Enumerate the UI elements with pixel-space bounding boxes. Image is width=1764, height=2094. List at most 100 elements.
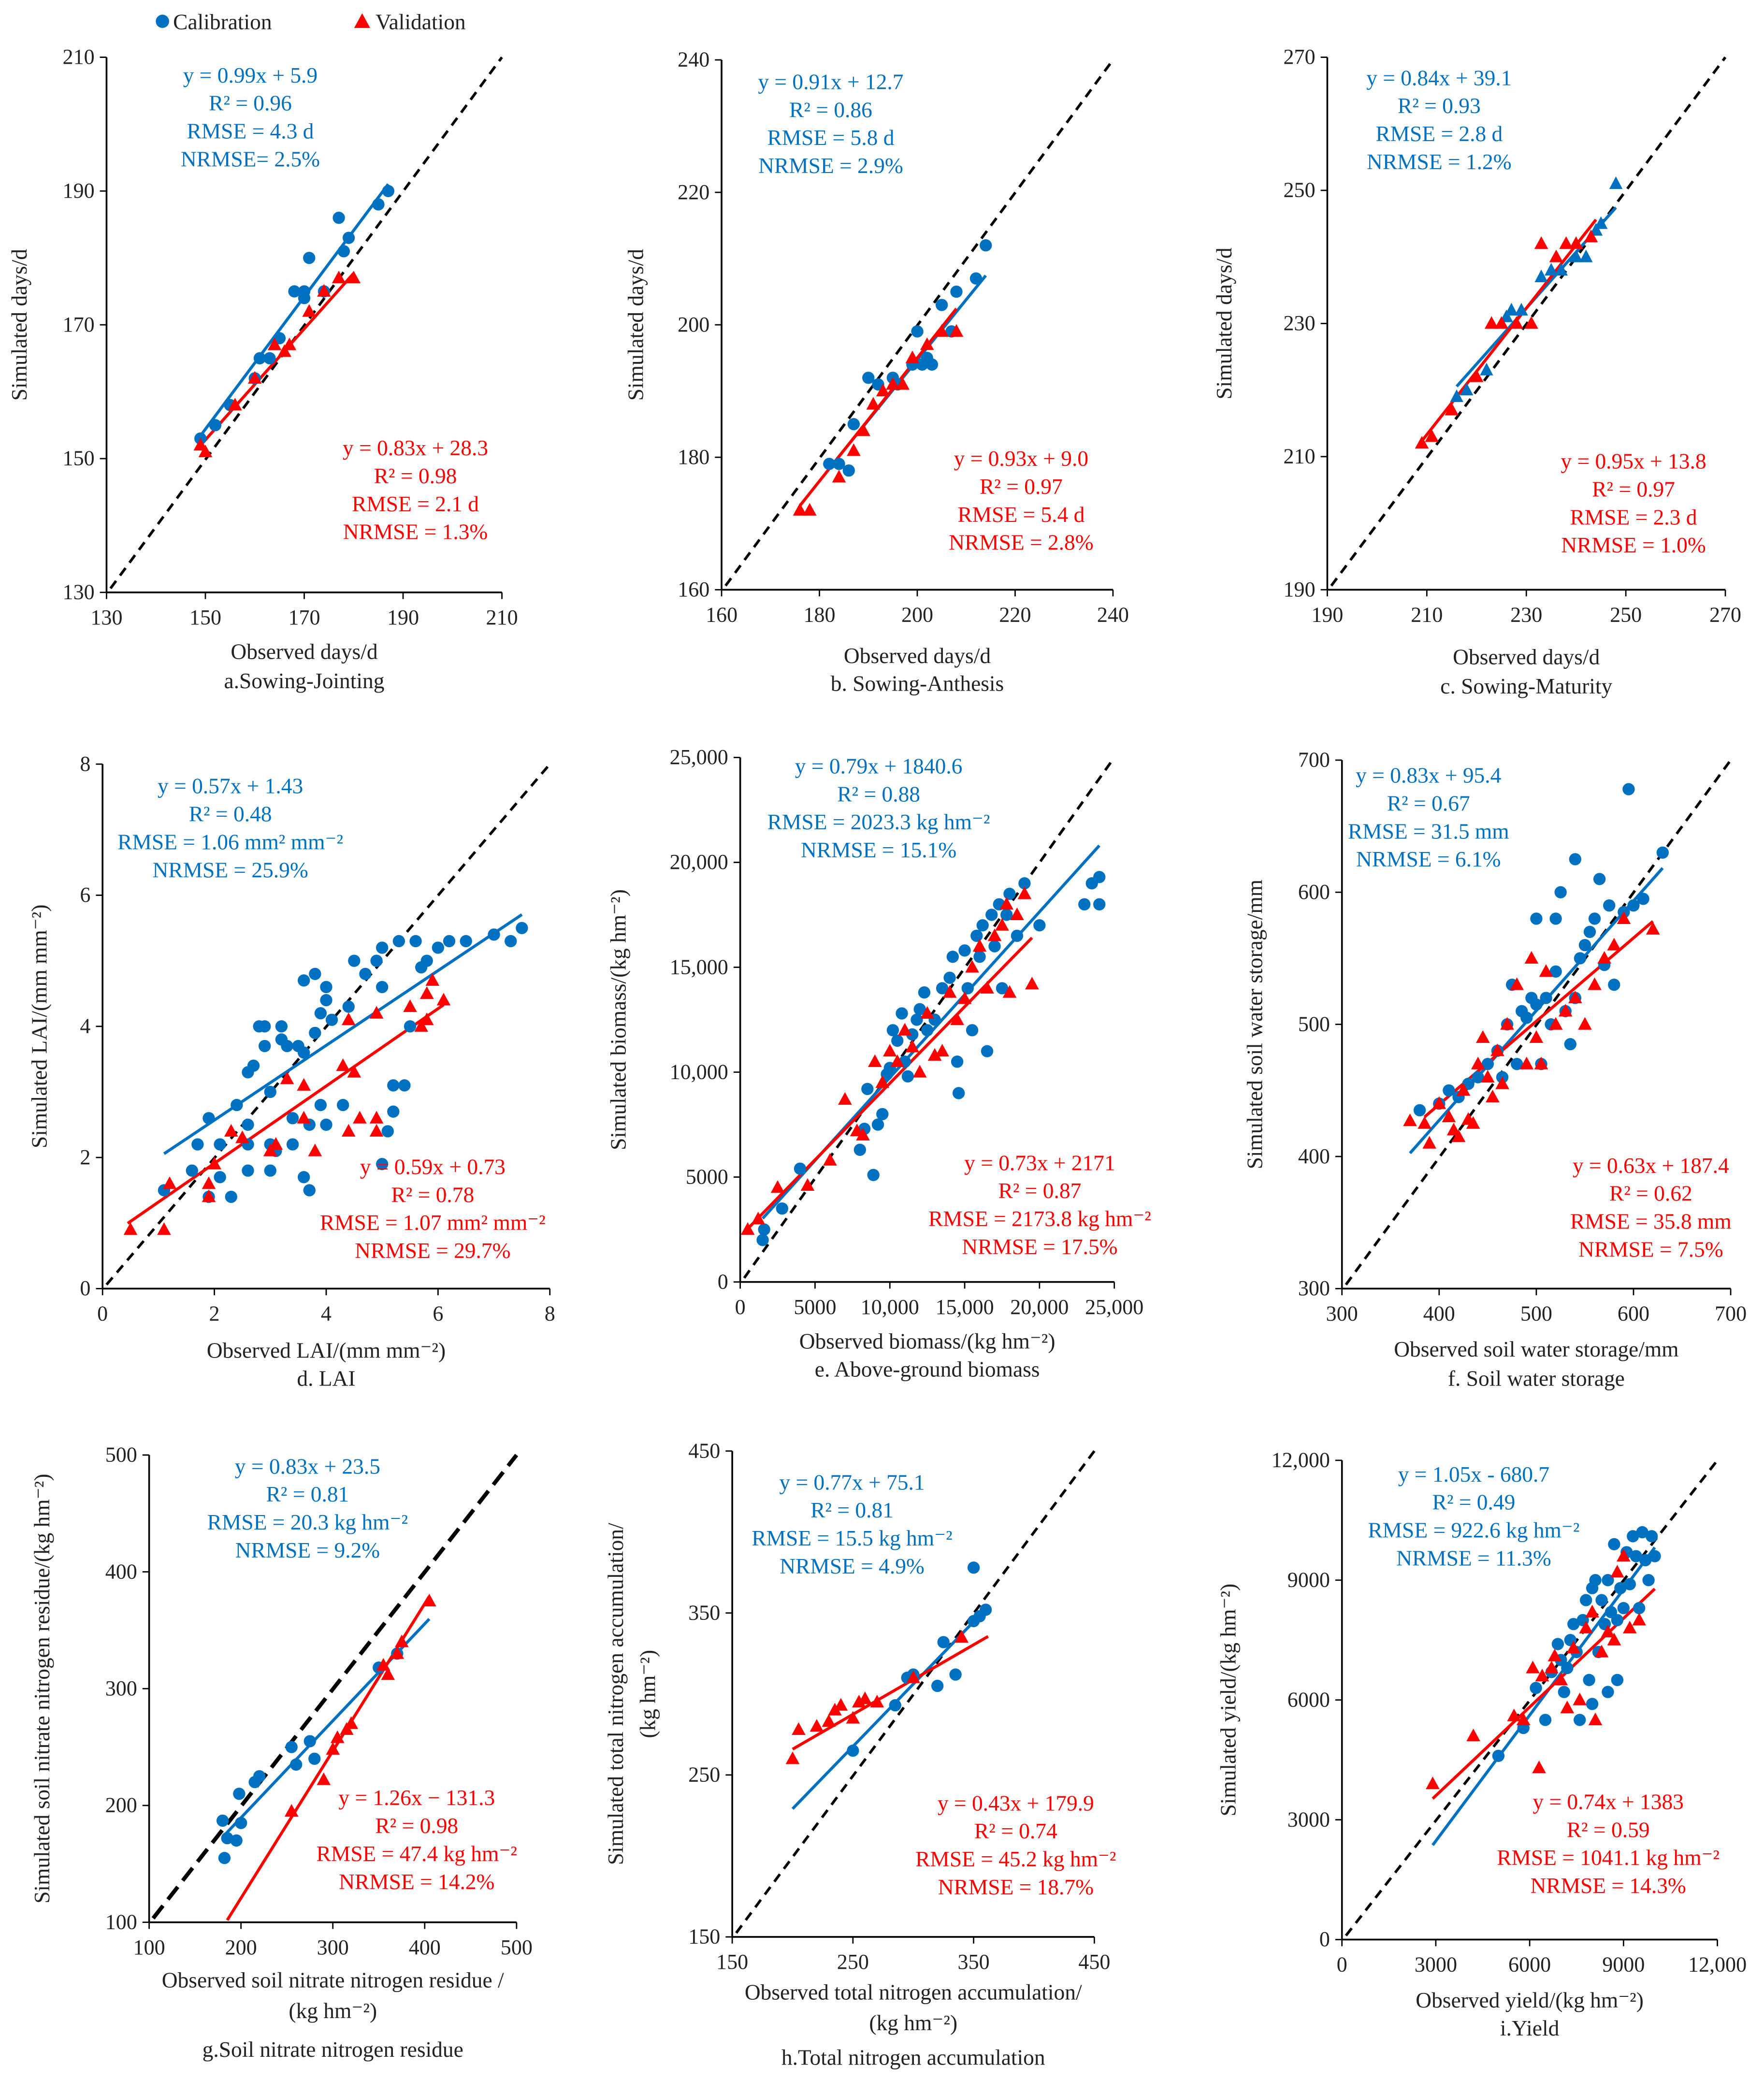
calibration-point	[891, 1034, 904, 1047]
calibration-point	[853, 1143, 866, 1156]
calibration-point	[409, 935, 422, 948]
calibration-point	[309, 968, 321, 980]
x-tick-label: 6000	[1508, 1953, 1551, 1977]
calibration-point	[1567, 1617, 1580, 1631]
validation-point	[882, 1043, 897, 1057]
calibration-point	[1450, 389, 1463, 402]
validation-point	[1451, 1129, 1466, 1142]
calibration-stat: RMSE = 20.3 kg hm⁻²	[207, 1510, 408, 1534]
calibration-point	[259, 1020, 271, 1033]
validation-point	[846, 1711, 860, 1724]
validation-point	[1516, 1712, 1531, 1725]
validation-fit-line	[199, 272, 355, 447]
validation-point	[347, 271, 361, 284]
validation-point	[972, 939, 987, 952]
calibration-point	[1574, 1714, 1586, 1726]
calibration-stat: NRMSE = 2.9%	[758, 153, 903, 178]
calibration-point	[1608, 1538, 1620, 1551]
y-tick-label: 700	[1298, 748, 1330, 772]
calibration-point	[290, 1758, 303, 1771]
validation-point	[876, 384, 890, 397]
validation-point	[277, 344, 291, 357]
y-tick-label: 20,000	[670, 850, 728, 874]
x-tick-label: 10,000	[861, 1295, 919, 1319]
calibration-point	[969, 272, 983, 285]
calibration-point	[911, 1013, 923, 1026]
calibration-point	[1648, 1550, 1661, 1562]
calibration-point	[1554, 886, 1567, 898]
calibration-point	[303, 1184, 316, 1197]
validation-point	[394, 1634, 409, 1647]
x-tick-label: 200	[225, 1935, 257, 1959]
calibration-point	[1588, 912, 1601, 925]
validation-point	[1524, 316, 1538, 329]
panel-h: 150 250 350 450 150 250 350 450 y = 0.77x + 75.1…	[603, 1439, 1116, 2069]
validation-point	[1403, 1113, 1417, 1126]
x-tick-label: 250	[837, 1950, 869, 1974]
validation-point	[1469, 369, 1484, 382]
validation-point	[770, 1180, 785, 1193]
y-tick-label: 200	[105, 1793, 137, 1817]
calibration-point	[988, 940, 1001, 953]
validation-point	[1484, 316, 1499, 329]
validation-stat: R² = 0.98	[375, 1813, 458, 1838]
calibration-point	[996, 982, 1009, 995]
x-tick-label: 170	[288, 606, 320, 629]
y-tick-label: 5000	[686, 1165, 728, 1188]
y-tick-label: 190	[63, 179, 95, 202]
calibration-stat: NRMSE = 1.2%	[1367, 149, 1512, 174]
x-tick-label: 300	[317, 1935, 349, 1959]
validation-point	[1610, 1565, 1624, 1578]
calibration-point	[1558, 1686, 1570, 1698]
y-tick-label: 6000	[1287, 1688, 1330, 1711]
validation-point	[965, 960, 979, 973]
calibration-point	[886, 1024, 899, 1037]
validation-point	[1594, 1645, 1609, 1658]
calibration-point	[1642, 1574, 1655, 1587]
calibration-point	[348, 954, 361, 967]
calibration-point	[242, 1164, 254, 1177]
calibration-stat: R² = 0.88	[837, 781, 920, 806]
validation-point	[905, 1040, 920, 1053]
calibration-stat: R² = 0.93	[1398, 93, 1481, 118]
panel-caption: c. Sowing-Maturity	[1440, 674, 1612, 698]
legend-validation-marker	[354, 13, 370, 28]
validation-point	[263, 1143, 277, 1156]
calibration-point	[1460, 382, 1474, 396]
validation-point	[793, 503, 807, 516]
validation-point	[369, 1006, 384, 1019]
calibration-point	[247, 1059, 260, 1072]
x-axis-label: Observed days/d	[1453, 645, 1600, 669]
legend-calibration-label: Calibration	[173, 10, 272, 34]
validation-point	[950, 1012, 964, 1025]
calibration-point	[1595, 1594, 1608, 1606]
calibration-point	[980, 239, 992, 252]
calibration-stat: RMSE = 2.8 d	[1375, 121, 1503, 146]
validation-point	[284, 1804, 299, 1817]
calibration-point	[376, 941, 389, 954]
calibration-point	[979, 1603, 992, 1616]
validation-stat: NRMSE = 14.3%	[1531, 1873, 1686, 1898]
calibration-point	[949, 1668, 962, 1681]
calibration-point	[970, 929, 983, 942]
validation-stat: NRMSE = 17.5%	[962, 1234, 1117, 1259]
validation-point	[957, 991, 972, 1004]
validation-point	[740, 1222, 755, 1235]
y-tick-label: 8	[80, 752, 90, 776]
calibration-fit-line	[163, 913, 523, 1155]
y-tick-label: 10,000	[670, 1060, 728, 1083]
x-tick-label: 6	[433, 1302, 443, 1326]
calibration-point	[359, 968, 372, 980]
calibration-point	[333, 211, 345, 224]
calibration-point	[867, 1169, 880, 1181]
validation-point	[999, 897, 1014, 910]
calibration-point	[303, 252, 316, 264]
x-tick-label: 9000	[1602, 1953, 1645, 1977]
calibration-point	[320, 994, 333, 1007]
validation-point	[436, 993, 451, 1006]
validation-point	[353, 1111, 367, 1124]
validation-point	[1494, 316, 1509, 329]
y-tick-label: 0	[1319, 1927, 1330, 1951]
validation-point	[1017, 886, 1032, 899]
